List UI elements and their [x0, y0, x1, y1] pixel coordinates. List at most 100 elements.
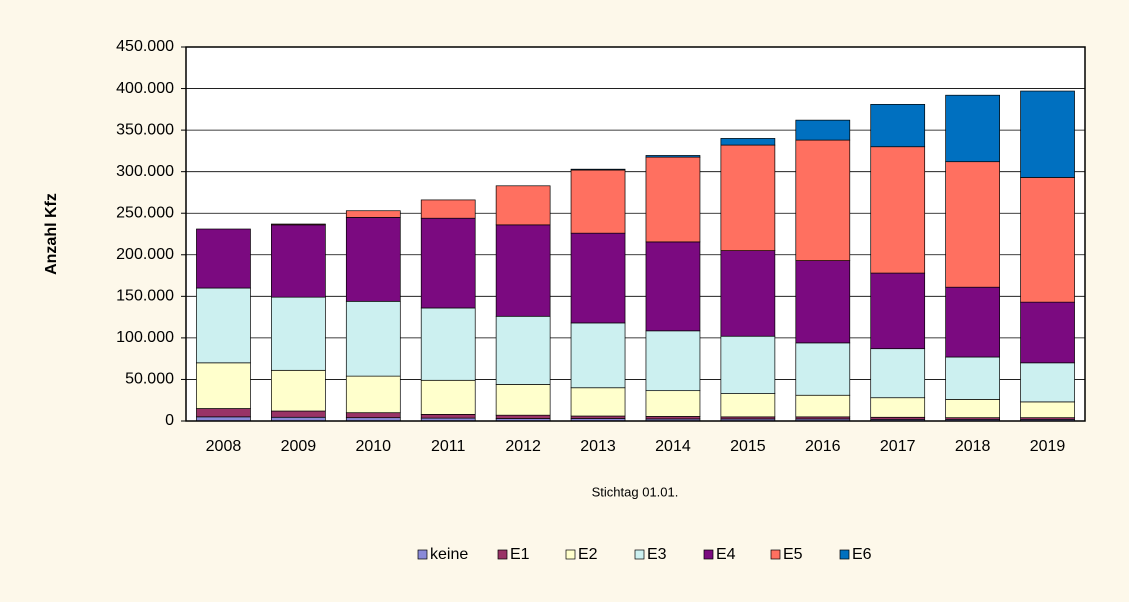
y-tick-label: 100.000 [116, 329, 174, 346]
bar-segment [271, 296, 326, 371]
legend-label: E1 [510, 546, 530, 563]
x-tick-label: 2012 [505, 438, 541, 455]
bar-segment [196, 408, 251, 418]
bar-segment [495, 384, 551, 416]
bar-segment [945, 356, 1000, 400]
bar-segment [1020, 401, 1075, 419]
bar-segment [345, 412, 401, 419]
x-tick-label: 2018 [955, 438, 991, 455]
bar-segment [945, 399, 1000, 419]
bar-segment [795, 119, 851, 141]
x-tick-label: 2013 [580, 438, 616, 455]
bar-segment [795, 260, 851, 344]
bar-segment [870, 397, 926, 418]
bar-segment [1020, 90, 1075, 178]
legend-swatch [634, 549, 645, 560]
bar-segment [645, 390, 701, 417]
plot-frame [185, 46, 1086, 422]
bar-segment [420, 307, 476, 381]
x-axis-label: Stichtag 01.01. [592, 484, 679, 499]
bar-segment [271, 224, 326, 298]
legend-label: E2 [578, 546, 598, 563]
x-tick-label: 2010 [355, 438, 391, 455]
x-tick-label: 2019 [1030, 438, 1066, 455]
bar-segment [720, 138, 776, 146]
bar-segment [570, 168, 626, 171]
bar-segment [420, 199, 476, 219]
legend-label: E4 [716, 546, 736, 563]
y-axis-label: Anzahl Kfz [43, 193, 60, 275]
bar-segment [345, 210, 401, 218]
bar-segment [495, 224, 551, 317]
bar-segment [495, 414, 551, 419]
y-tick-label: 400.000 [116, 80, 174, 97]
bar-segment [720, 335, 776, 394]
y-tick-label: 350.000 [116, 121, 174, 138]
bar-segment [1020, 362, 1075, 403]
legend-swatch [703, 549, 714, 560]
x-tick-label: 2015 [730, 438, 766, 455]
y-tick-label: 450.000 [116, 38, 174, 55]
y-tick-label: 250.000 [116, 204, 174, 221]
legend-label: E6 [852, 546, 872, 563]
y-tick-label: 0 [165, 412, 174, 429]
bar-segment [795, 394, 851, 418]
legend-swatch [770, 549, 781, 560]
x-tick-label: 2014 [655, 438, 691, 455]
bar-segment [271, 410, 326, 418]
x-tick-label: 2009 [281, 438, 317, 455]
x-tick-label: 2008 [206, 438, 242, 455]
legend-swatch [417, 549, 428, 560]
bar-segment [570, 322, 626, 389]
bar-segment [945, 286, 1000, 358]
bar-segment [420, 379, 476, 415]
bar-segment [795, 342, 851, 396]
x-tick-label: 2011 [431, 438, 466, 455]
legend-swatch [839, 549, 850, 560]
plot-area [186, 47, 1085, 421]
bar-segment [570, 169, 626, 234]
legend-swatch [565, 549, 576, 560]
y-tick-label: 50.000 [125, 371, 174, 388]
bar-segment [570, 387, 626, 417]
bar-segment [1020, 177, 1075, 303]
bar-segment [720, 393, 776, 418]
bar-segment [720, 250, 776, 337]
bar-segment [420, 217, 476, 309]
x-tick-label: 2017 [880, 438, 916, 455]
bar-segment [720, 144, 776, 251]
bar-segment [645, 155, 701, 158]
bar-segment [570, 232, 626, 324]
bar-segment [271, 369, 326, 412]
bar-segment [645, 416, 701, 420]
bar-segment [495, 315, 551, 385]
bar-segment [795, 139, 851, 261]
bar-segment [870, 146, 926, 274]
bar-segment [870, 103, 926, 148]
bar-segment [196, 287, 251, 364]
bar-segment [645, 330, 701, 392]
bar-segment [345, 375, 401, 414]
bar-segment [945, 94, 1000, 163]
bar-segment [570, 415, 626, 419]
bar-segment [645, 156, 701, 243]
bar-segment [196, 228, 251, 289]
bar-segment [420, 414, 476, 419]
bar-segment [870, 348, 926, 399]
bar-segment [271, 223, 326, 226]
bar-segment [196, 362, 251, 409]
bar-segment [870, 272, 926, 350]
y-tick-label: 150.000 [116, 288, 174, 305]
x-tick-label: 2016 [805, 438, 841, 455]
legend-swatch [497, 549, 508, 560]
bar-segment [645, 241, 701, 332]
bar-segment [1020, 301, 1075, 364]
y-tick-label: 300.000 [116, 163, 174, 180]
bar-segment [345, 300, 401, 377]
legend-label: keine [430, 546, 468, 563]
bar-segment [945, 161, 1000, 288]
legend-label: E5 [783, 546, 803, 563]
bar-segment [495, 185, 551, 226]
legend-label: E3 [647, 546, 667, 563]
